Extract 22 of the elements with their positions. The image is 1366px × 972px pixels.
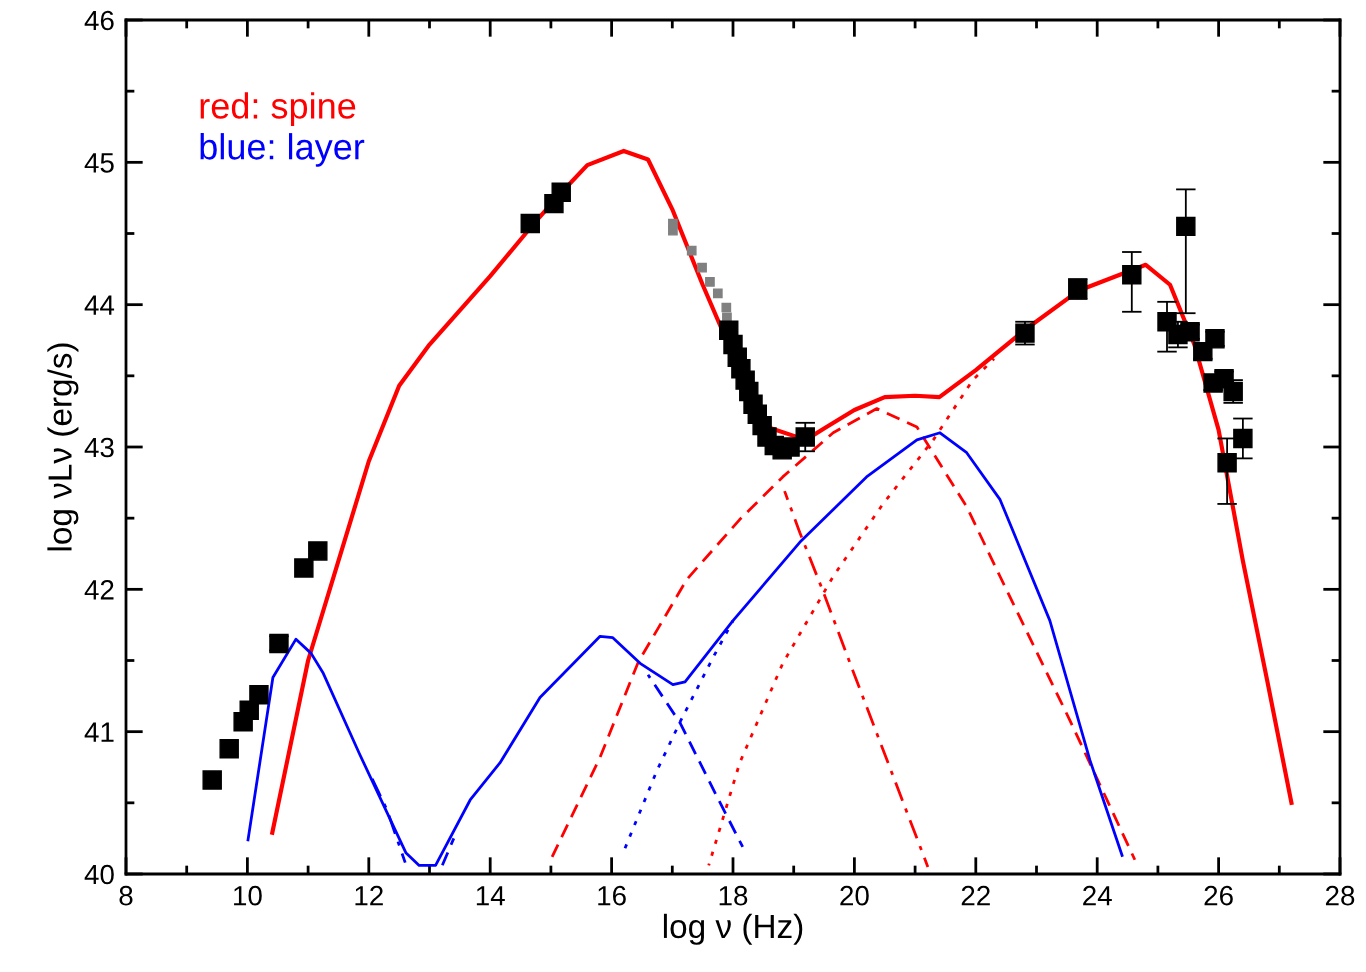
y-tick-label: 40	[84, 864, 114, 885]
x-tick-label: 26	[1204, 885, 1233, 906]
x-tick-label: 22	[961, 885, 990, 906]
y-tick-label: 46	[84, 10, 114, 31]
x-tick-label: 20	[840, 885, 869, 906]
y-tick-label: 45	[84, 153, 114, 173]
y-tick-label: 44	[84, 295, 115, 315]
text: red: spine	[200, 92, 356, 126]
y-tick-label: 42	[84, 580, 114, 600]
x-tick-label: 14	[476, 886, 505, 906]
x-tick-label: 18	[719, 885, 748, 906]
x-tick-label: 12	[355, 885, 383, 906]
x-tick-label: 16	[598, 885, 626, 906]
y-tick-label: 43	[84, 437, 114, 458]
y-axis-title: log νLν (erg/s)	[47, 343, 79, 551]
y-tick-label: 41	[84, 722, 114, 742]
x-tick-label: 10	[234, 885, 262, 906]
x-tick-label: 24	[1083, 885, 1112, 906]
text: blue: layer	[200, 133, 365, 167]
x-tick-label: 8	[119, 885, 133, 906]
x-axis-title: log ν (Hz)	[663, 913, 803, 945]
x-tick-label: 28	[1325, 885, 1355, 906]
